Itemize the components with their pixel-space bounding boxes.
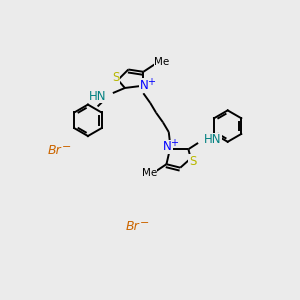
Text: Br: Br [47,144,61,157]
Text: Br: Br [126,220,140,233]
Text: HN: HN [88,90,106,103]
Text: +: + [147,76,155,86]
Text: −: − [61,142,71,152]
Text: S: S [112,71,120,84]
Text: Me: Me [154,57,170,67]
Text: S: S [189,155,196,168]
Text: N: N [163,140,172,153]
Text: −: − [140,218,149,228]
Text: N: N [140,79,149,92]
Text: HN: HN [203,134,221,146]
Text: +: + [170,138,178,148]
Text: Me: Me [142,168,157,178]
